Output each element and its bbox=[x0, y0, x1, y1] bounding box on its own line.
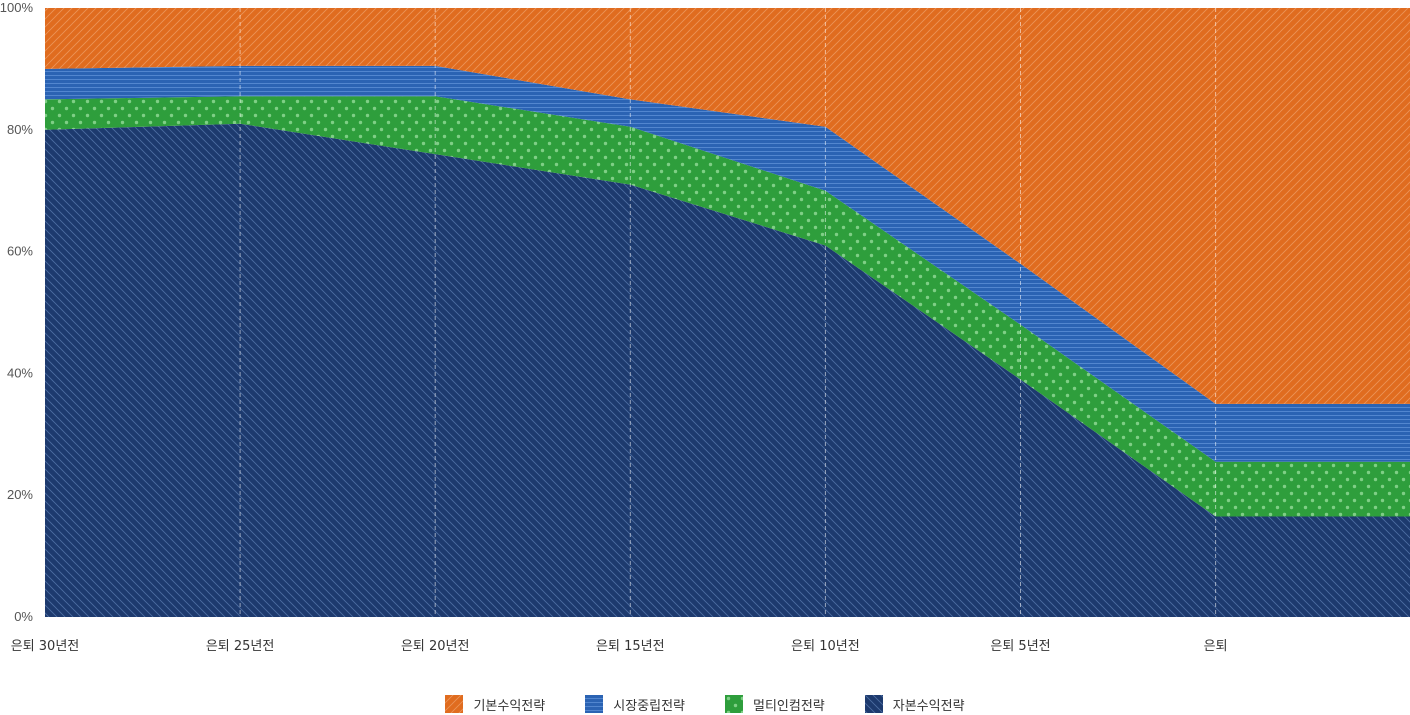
legend-item: 자본수익전략 bbox=[864, 693, 965, 715]
y-tick-label: 60% bbox=[7, 244, 33, 259]
legend-swatch bbox=[585, 695, 604, 713]
series-area-3 bbox=[45, 8, 1410, 404]
vertical-gridlines bbox=[239, 8, 1217, 617]
y-tick-label: 40% bbox=[7, 365, 33, 380]
x-axis: 은퇴 30년전 은퇴 25년전 은퇴 20년전 은퇴 15년전 은퇴 10년전 은퇴 5년… bbox=[11, 639, 1228, 654]
x-tick-label: 은퇴 bbox=[1204, 639, 1228, 654]
y-tick-label: 80% bbox=[7, 122, 33, 137]
x-tick-label: 은퇴 30년전 bbox=[11, 639, 80, 654]
y-tick-label: 20% bbox=[7, 487, 33, 502]
series-area-0 bbox=[45, 123, 1410, 618]
series-area-2 bbox=[45, 65, 1410, 462]
legend-swatch bbox=[864, 695, 883, 713]
legend-swatch bbox=[725, 695, 743, 713]
legend-label: 자본수익전략 bbox=[892, 698, 965, 714]
x-tick-label: 은퇴 5년전 bbox=[990, 639, 1050, 654]
legend-label: 멀티인컴전략 bbox=[753, 698, 825, 714]
legend-label: 기본수익전략 bbox=[473, 698, 546, 714]
y-tick-label: 100% bbox=[0, 0, 33, 15]
x-tick-label: 은퇴 15년전 bbox=[596, 639, 665, 654]
legend-label: 시장중립전략 bbox=[613, 698, 685, 714]
legend-item: 시장중립전략 bbox=[585, 693, 685, 715]
x-tick-label: 은퇴 20년전 bbox=[401, 639, 470, 654]
legend-item: 기본수익전략 bbox=[445, 693, 545, 715]
series-areas bbox=[45, 8, 1410, 618]
y-axis: 0% 20% 40% 60% 80% 100% bbox=[0, 0, 33, 624]
y-tick-label: 0% bbox=[14, 609, 33, 624]
x-tick-label: 은퇴 25년전 bbox=[206, 639, 275, 654]
legend-item: 멀티인컴전략 bbox=[725, 693, 825, 715]
series-area-1 bbox=[45, 96, 1410, 517]
x-tick-label: 은퇴 10년전 bbox=[791, 639, 860, 654]
legend-swatch bbox=[445, 695, 464, 713]
chart-legend: 기본수익전략 시장중립전략 멀티인컴전략 자본수익전략 bbox=[0, 693, 1410, 715]
